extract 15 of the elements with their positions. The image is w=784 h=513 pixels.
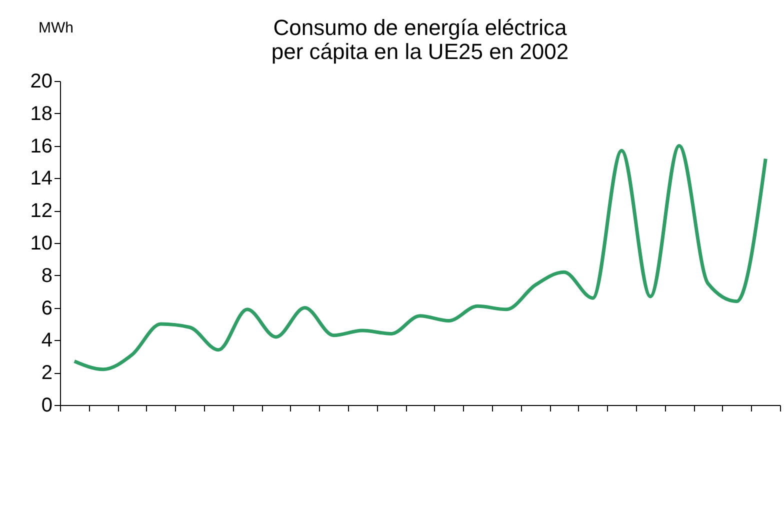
y-tick-label: 0 — [41, 394, 52, 416]
y-tick-label: 14 — [30, 168, 52, 190]
y-tick-label: 10 — [30, 232, 52, 254]
y-tick-label: 4 — [41, 330, 52, 352]
y-tick-label: 2 — [41, 362, 52, 384]
y-tick-label: 8 — [41, 264, 52, 287]
y-tick-label: 12 — [30, 200, 52, 222]
y-tick-label: 18 — [30, 102, 52, 125]
y-tick-label: 16 — [30, 135, 52, 158]
line-series — [72, 144, 768, 372]
text: per cápita en la UE25 en 2002 — [271, 39, 569, 64]
y-axis-title: MWh — [38, 20, 74, 36]
y-tick-label: 6 — [41, 297, 52, 320]
y-tick-label: 20 — [30, 70, 52, 92]
text: Consumo de energía eléctrica — [273, 15, 567, 40]
